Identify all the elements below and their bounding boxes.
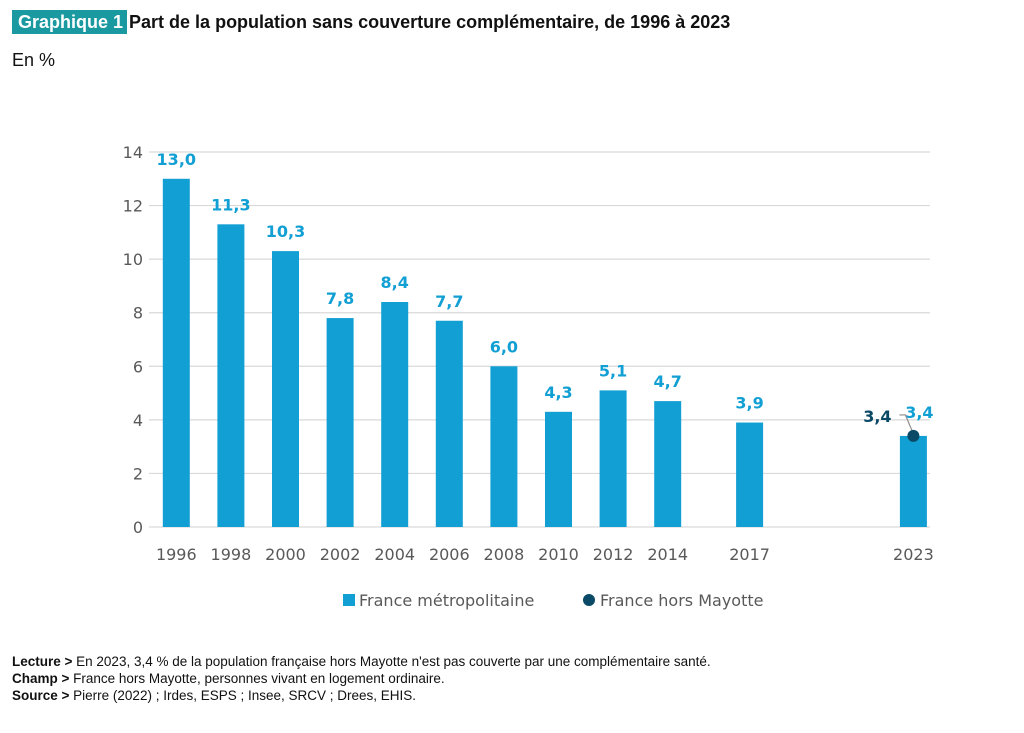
bar-data-label: 4,3 xyxy=(544,383,572,402)
bar-chart: 0 2 4 6 8 10 12 14 1996 1998 2000 2002 2004 2006 2008… xyxy=(123,143,934,610)
bar xyxy=(599,390,627,527)
bar-data-label: 4,7 xyxy=(654,372,682,391)
bar xyxy=(545,411,572,527)
note-lecture: Lecture > En 2023, 3,4 % de la populatio… xyxy=(12,654,711,669)
legend-swatch-france-metropolitaine xyxy=(343,594,355,606)
y-tick-label: 2 xyxy=(133,464,143,483)
data-labels: 13,0 11,3 10,3 7,8 8,4 7,7 6,0 4,3 5,1 4,7 3,9 3,4 xyxy=(157,150,934,422)
x-tick-label: 2004 xyxy=(374,545,415,564)
note-champ: Champ > France hors Mayotte, personnes v… xyxy=(12,671,445,686)
x-tick-label: 2012 xyxy=(593,545,634,564)
x-axis-ticks: 1996 1998 2000 2002 2004 2006 2008 2010 2012 2014… xyxy=(156,545,934,564)
chart-header: Graphique 1 Part de la population sans c… xyxy=(12,10,730,34)
chart-number-badge: Graphique 1 xyxy=(12,10,128,34)
gridlines xyxy=(149,151,930,528)
bar xyxy=(162,178,190,528)
bar xyxy=(381,302,409,527)
bar xyxy=(435,320,463,527)
point-data-label: 3,4 xyxy=(863,407,891,426)
chart-notes: Lecture > En 2023, 3,4 % de la populatio… xyxy=(12,653,711,704)
y-axis-ticks: 0 2 4 6 8 10 12 14 xyxy=(123,143,143,537)
legend-label-france-hors-mayotte: France hors Mayotte xyxy=(600,591,763,610)
bar-data-label: 3,9 xyxy=(735,394,763,413)
bar xyxy=(326,318,354,527)
x-tick-label: 2017 xyxy=(729,545,770,564)
x-tick-label: 1996 xyxy=(156,545,197,564)
bar-data-label: 13,0 xyxy=(157,150,196,169)
bar xyxy=(736,422,764,527)
bar-data-label: 3,4 xyxy=(905,403,933,422)
x-tick-label: 2010 xyxy=(538,545,579,564)
x-tick-label: 2023 xyxy=(893,545,934,564)
y-tick-label: 8 xyxy=(133,304,143,323)
y-tick-label: 12 xyxy=(123,197,143,216)
bar-data-label: 7,8 xyxy=(326,289,354,308)
x-tick-label: 2002 xyxy=(320,545,361,564)
bar xyxy=(217,224,245,528)
point xyxy=(907,429,920,442)
bar-data-label: 8,4 xyxy=(381,273,409,292)
y-tick-label: 14 xyxy=(123,143,143,162)
x-tick-label: 2006 xyxy=(429,545,470,564)
bar-data-label: 10,3 xyxy=(266,222,305,241)
bar xyxy=(899,435,927,527)
note-source: Source > Pierre (2022) ; Irdes, ESPS ; I… xyxy=(12,688,417,703)
legend-swatch-france-hors-mayotte xyxy=(583,594,595,606)
x-tick-label: 2000 xyxy=(265,545,306,564)
x-tick-label: 1998 xyxy=(211,545,252,564)
bars xyxy=(162,178,927,528)
legend: France métropolitaine France hors Mayott… xyxy=(343,591,763,610)
y-tick-label: 0 xyxy=(133,518,143,537)
points: 3,4 xyxy=(863,407,920,442)
y-tick-label: 4 xyxy=(133,411,143,430)
bar xyxy=(272,251,299,527)
bar-data-label: 6,0 xyxy=(490,337,518,356)
x-tick-label: 2014 xyxy=(647,545,688,564)
unit-label: En % xyxy=(12,50,56,70)
bar-data-label: 7,7 xyxy=(435,292,463,311)
bar-data-label: 5,1 xyxy=(599,361,627,380)
y-tick-label: 10 xyxy=(123,250,143,269)
bar xyxy=(654,401,682,527)
chart-title: Part de la population sans couverture co… xyxy=(129,12,731,32)
bar xyxy=(490,366,518,527)
bar-data-label: 11,3 xyxy=(211,195,250,214)
x-tick-label: 2008 xyxy=(484,545,525,564)
leader-line xyxy=(899,414,914,435)
y-tick-label: 6 xyxy=(133,357,143,376)
legend-label-france-metropolitaine: France métropolitaine xyxy=(359,591,534,610)
